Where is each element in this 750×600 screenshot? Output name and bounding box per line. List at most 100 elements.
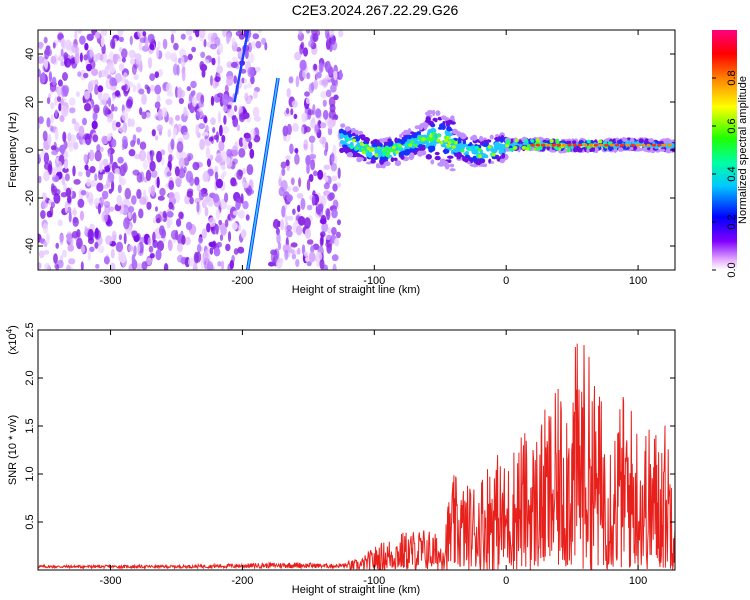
noise-blob [284, 249, 289, 261]
band-blob [425, 142, 431, 147]
noise-blob [38, 175, 42, 184]
noise-blob [312, 33, 319, 42]
noise-blob [43, 36, 48, 44]
band-core [540, 143, 546, 147]
noise-blob [168, 201, 173, 210]
band-blob [629, 146, 634, 151]
noise-blob [43, 249, 50, 255]
noise-blob [312, 243, 320, 251]
noise-blob [147, 57, 153, 69]
noise-blob [281, 168, 286, 176]
noise-blob [154, 135, 159, 141]
noise-blob [41, 147, 45, 156]
noise-blob [67, 195, 72, 204]
noise-blob [148, 245, 154, 253]
noise-blob [86, 178, 92, 187]
noise-blob [132, 169, 140, 176]
noise-blob [99, 163, 103, 173]
noise-blob [311, 195, 316, 206]
noise-blob [308, 135, 316, 143]
noise-blob [91, 68, 99, 76]
noise-blob [298, 177, 302, 188]
band-blob [417, 125, 424, 129]
noise-blob [39, 153, 43, 159]
noise-blob [106, 133, 112, 142]
noise-blob [305, 155, 311, 166]
noise-blob [141, 93, 147, 105]
noise-blob [180, 56, 185, 68]
noise-blob [163, 263, 169, 270]
noise-blob [121, 57, 126, 63]
noise-blob [285, 155, 291, 161]
noise-blob [57, 219, 63, 227]
noise-blob [176, 218, 182, 227]
noise-blob [192, 161, 200, 171]
noise-blob [222, 94, 230, 106]
noise-blob [106, 177, 111, 188]
noise-blob [123, 217, 130, 230]
noise-blob [242, 168, 246, 175]
noise-blob [247, 52, 255, 64]
noise-blob [184, 236, 191, 246]
noise-blob [108, 162, 112, 169]
snr-y-axis-label: SNR (10 * v/v) [7, 415, 19, 485]
noise-blob [146, 151, 150, 161]
snr-y-tick-label: 0.5 [24, 514, 36, 529]
band-blob [665, 147, 672, 154]
noise-blob [222, 104, 228, 113]
noise-blob [327, 193, 334, 202]
noise-blob [87, 229, 95, 241]
noise-blob [294, 51, 302, 61]
noise-blob [250, 75, 255, 85]
noise-blob [155, 206, 158, 212]
noise-blob [87, 249, 91, 261]
noise-blob [156, 240, 165, 252]
noise-blob [287, 215, 294, 221]
noise-blob [326, 243, 332, 254]
noise-blob [67, 132, 72, 143]
band-peak [524, 138, 529, 143]
noise-blob [159, 225, 165, 237]
noise-blob [226, 34, 230, 45]
noise-blob [328, 65, 334, 77]
band-blob [344, 126, 351, 132]
noise-blob [150, 169, 158, 178]
band-peak [405, 143, 410, 147]
band-blob [427, 129, 433, 133]
band-core [667, 143, 672, 147]
noise-blob [69, 107, 76, 114]
noise-blob [84, 90, 90, 100]
band-peak [526, 144, 531, 148]
band-blob [429, 141, 434, 145]
noise-blob [305, 256, 309, 262]
noise-blob [102, 158, 109, 167]
noise-blob [242, 136, 247, 146]
noise-blob [131, 254, 136, 265]
spectrogram-x-tick-label: -300 [100, 275, 122, 287]
noise-blob [303, 143, 308, 150]
noise-blob [290, 242, 298, 248]
band-core [562, 143, 567, 147]
band-peak [387, 148, 392, 153]
band-core [556, 143, 562, 147]
band-blob [447, 159, 452, 164]
noise-blob [225, 243, 231, 252]
noise-blob [45, 232, 50, 244]
band-peak [385, 152, 390, 156]
noise-blob [118, 174, 122, 184]
band-blob [427, 145, 433, 150]
noise-blob [216, 241, 222, 248]
noise-blob [212, 127, 216, 133]
noise-blob [168, 180, 175, 191]
noise-blob [300, 41, 305, 50]
noise-blob [161, 107, 168, 118]
noise-blob [217, 261, 222, 267]
noise-blob [308, 251, 316, 263]
noise-blob [186, 86, 191, 92]
band-blob [480, 163, 487, 167]
band-blob [430, 159, 435, 165]
noise-blob [59, 233, 64, 246]
noise-blob [58, 103, 62, 112]
noise-blob [45, 197, 49, 204]
band-blob [576, 147, 583, 153]
